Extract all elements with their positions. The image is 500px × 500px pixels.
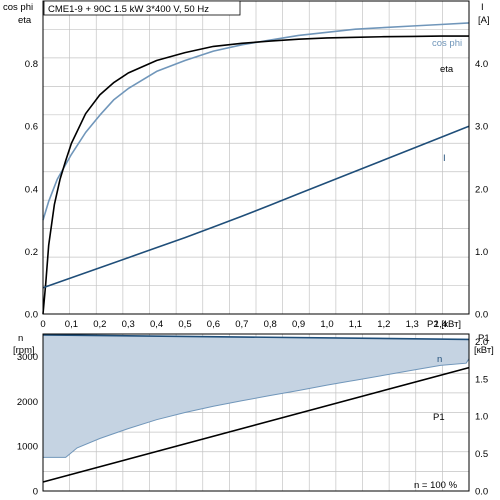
annotation-n-100: n = 100 % xyxy=(414,480,458,491)
top-plot-frame xyxy=(42,0,470,315)
p1-tick-label: 2.0 xyxy=(475,337,488,348)
plot-frame xyxy=(42,0,470,492)
series-lines xyxy=(42,22,470,483)
x-tick-label: 0,1 xyxy=(65,319,78,330)
p1-tick-label: 1.5 xyxy=(475,374,488,385)
x-tick-label: 0 xyxy=(40,319,45,330)
series-label-p1: P1 xyxy=(433,412,445,423)
x-tick-label: 0,2 xyxy=(93,319,106,330)
p1-tick-label: 0.5 xyxy=(475,449,488,460)
y-tick-label-right: 4.0 xyxy=(475,59,488,70)
series-line-cos-phi xyxy=(42,22,470,221)
y-tick-label-right: 0.0 xyxy=(475,310,488,321)
ylabel-left-n: n xyxy=(18,333,23,344)
tick-labels: 0 0,1 0,2 0,3 0,4 0,5 0,6 0,7 0,8 0,9 1,0 1,1 1,2 1,3… xyxy=(17,59,488,497)
y-tick-label-left: 0.4 xyxy=(25,184,38,195)
bottom-plot-frame xyxy=(42,333,470,492)
x-tick-label: 0,4 xyxy=(150,319,163,330)
x-tick-label: 1,4 xyxy=(434,319,447,330)
x-tick-label: 1,3 xyxy=(406,319,419,330)
ylabel-right-p1: P1 xyxy=(478,333,490,344)
chart-title: CME1-9 + 90C 1.5 kW 3*400 V, 50 Hz xyxy=(48,4,209,15)
series-line-n xyxy=(42,334,470,341)
xlabel: P2 [кВт] xyxy=(427,319,461,330)
x-tick-label: 0,8 xyxy=(264,319,277,330)
y-tick-label-left: 0.6 xyxy=(25,122,38,133)
x-tick-label: 0,3 xyxy=(122,319,135,330)
y-tick-label-right: 1.0 xyxy=(475,247,488,258)
n-tick-label: 2000 xyxy=(17,397,38,408)
x-tick-label: 1,2 xyxy=(377,319,390,330)
y-tick-label-left: 0.2 xyxy=(25,247,38,258)
series-line-p1 xyxy=(42,366,470,483)
x-tick-label: 0,9 xyxy=(292,319,305,330)
y-tick-label-right: 2.0 xyxy=(475,184,488,195)
x-tick-label: 1,0 xyxy=(320,319,333,330)
x-tick-label: 0,7 xyxy=(235,319,248,330)
series-label-eta: eta xyxy=(440,64,454,75)
ylabel-right-i: I xyxy=(481,2,484,13)
x-tick-label: 1,1 xyxy=(349,319,362,330)
y-tick-label-left: 0.8 xyxy=(25,59,38,70)
title-box xyxy=(43,0,241,16)
p1-tick-label: 0.0 xyxy=(475,487,488,498)
series-label-i: I xyxy=(443,153,446,164)
n-tick-label: 0 xyxy=(33,487,38,498)
speed-range-area xyxy=(43,334,469,458)
series-line-i xyxy=(42,125,470,289)
n-tick-label: 3000 xyxy=(17,352,38,363)
series-label-n: n xyxy=(437,354,442,365)
ylabel-left-cosphi: cos phi xyxy=(3,2,33,13)
ylabel-right-unit: [A] xyxy=(478,15,490,26)
ylabel-left-eta: eta xyxy=(18,15,32,26)
x-tick-label: 0,5 xyxy=(178,319,191,330)
p1-tick-label: 1.0 xyxy=(475,412,488,423)
ylabel-left-rpm: [rpm] xyxy=(13,345,35,356)
series-label-cosphi: cos phi xyxy=(432,38,462,49)
y-tick-label-left: 0.0 xyxy=(25,310,38,321)
series-line-n-lower xyxy=(43,358,470,458)
x-tick-label: 0,6 xyxy=(207,319,220,330)
ylabel-right-kw: [кВт] xyxy=(474,345,494,356)
n-tick-label: 1000 xyxy=(17,442,38,453)
series-line-eta xyxy=(42,35,469,315)
y-tick-label-right: 3.0 xyxy=(475,122,488,133)
speed-range-fill xyxy=(43,334,469,458)
